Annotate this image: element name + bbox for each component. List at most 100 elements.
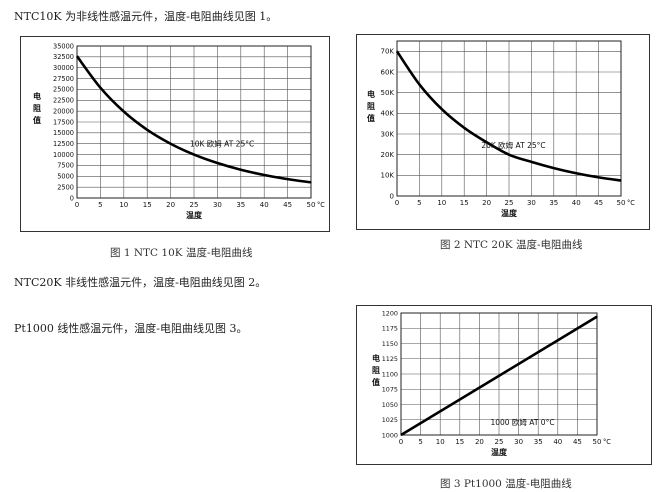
y-tick-label: 7500 xyxy=(57,162,74,170)
data-point xyxy=(441,108,443,110)
chart-annotation: 10K 欧姆 AT 25°C xyxy=(190,138,254,148)
y-tick-label: 70K xyxy=(381,48,395,56)
y-tick-label: 1175 xyxy=(382,325,398,333)
figure-2-caption: 图 2 NTC 20K 温度-电阻曲线 xyxy=(440,239,583,251)
data-point xyxy=(99,87,101,89)
data-point xyxy=(193,153,195,156)
data-point xyxy=(418,83,420,85)
y-axis-title: 电阻值 xyxy=(372,353,380,387)
x-tick-label: 15 xyxy=(460,199,469,207)
x-tick-label: 35 xyxy=(236,201,245,209)
figure-2-ntc20k-chart: 0 5 10 15 20 25 30 35 40 45 50 °C 0 10K 20K 30K 40K 50K 60… xyxy=(356,34,650,230)
chart-1-svg: 0 5 10 15 20 25 30 35 40 45 50 °C 0 2500 5000 7500 10000… xyxy=(33,42,325,220)
x-tick-label: 30 xyxy=(527,199,536,207)
y-tick-label: 10000 xyxy=(53,151,74,159)
data-point xyxy=(553,167,555,169)
x-axis-unit: °C xyxy=(627,199,635,207)
y-tick-label: 22500 xyxy=(53,97,74,105)
y-tick-label: 0 xyxy=(70,194,74,202)
x-tick-label: 40 xyxy=(572,199,581,207)
x-tick-label: 5 xyxy=(417,199,421,207)
data-point xyxy=(263,174,265,176)
y-tick-label: 1025 xyxy=(382,416,398,424)
y-tick-label: 12500 xyxy=(53,140,74,148)
x-axis-unit: °C xyxy=(317,201,325,209)
x-tick-label: 45 xyxy=(573,438,582,446)
data-point xyxy=(598,176,600,178)
chart-annotation: 20K 欧姆 AT 25°C xyxy=(481,140,545,150)
x-tick-label: 10 xyxy=(437,199,446,207)
x-tick-label: 25 xyxy=(505,199,514,207)
x-tick-label: 0 xyxy=(399,438,403,446)
x-tick-label: 15 xyxy=(143,201,152,209)
plot-frame xyxy=(396,40,622,197)
x-axis-title: 温度 xyxy=(186,210,203,220)
x-tick-label: 20 xyxy=(482,199,491,207)
x-tick-label: 35 xyxy=(549,199,558,207)
x-tick-label: 30 xyxy=(514,438,523,446)
x-tick-label: 15 xyxy=(455,438,464,446)
y-tick-label: 10K xyxy=(381,172,395,180)
y-tick-label: 40K xyxy=(381,110,395,118)
y-tick-label: 35000 xyxy=(53,42,74,50)
series-line xyxy=(400,315,598,437)
y-tick-label: 17500 xyxy=(53,118,74,126)
figure-1-ntc10k-chart: 0 5 10 15 20 25 30 35 40 45 50 °C 0 2500 5000 7500 10000… xyxy=(20,36,330,232)
data-point xyxy=(620,179,622,182)
x-axis-unit: °C xyxy=(603,438,611,446)
paragraph-ntc10k: NTC10K 为非线性感温元件，温度-电阻曲线见图 1。 xyxy=(14,10,278,23)
data-point xyxy=(76,55,78,57)
plot-frame xyxy=(76,45,312,199)
x-tick-label: 40 xyxy=(260,201,269,209)
data-point xyxy=(530,161,532,163)
y-tick-label: 30K xyxy=(381,130,395,138)
x-axis-title: 温度 xyxy=(491,447,508,457)
paragraph-pt1000: Pt1000 线性感温元件，温度-电阻曲线见图 3。 xyxy=(14,322,248,335)
y-tick-label: 20000 xyxy=(53,107,74,115)
y-tick-label: 25000 xyxy=(53,86,74,94)
y-tick-label: 15000 xyxy=(53,129,74,137)
data-point xyxy=(310,181,312,183)
y-tick-label: 5000 xyxy=(57,173,74,181)
x-tick-label: 45 xyxy=(594,199,603,207)
x-tick-label: 50 xyxy=(593,438,602,446)
figure-3-pt1000-chart: 0 5 10 15 20 25 30 35 40 45 50 °C 1000 1025 1050 1075 11… xyxy=(356,305,652,465)
y-tick-label: 2500 xyxy=(57,183,74,191)
figure-3-caption: 图 3 Pt1000 温度-电阻曲线 xyxy=(440,478,572,490)
data-point xyxy=(486,141,488,143)
data-point xyxy=(287,178,289,180)
y-tick-label: 60K xyxy=(381,68,395,76)
figure-1-caption: 图 1 NTC 10K 温度-电阻曲线 xyxy=(110,247,253,259)
x-tick-label: 50 xyxy=(307,201,316,209)
y-tick-label: 30000 xyxy=(53,64,74,72)
y-tick-label: 1125 xyxy=(382,355,398,363)
x-tick-label: 5 xyxy=(418,438,422,446)
x-tick-label: 20 xyxy=(475,438,484,446)
x-tick-label: 5 xyxy=(98,201,102,209)
paragraph-ntc20k: NTC20K 非线性感温元件，温度-电阻曲线见图 2。 xyxy=(14,276,267,289)
x-tick-label: 30 xyxy=(213,201,222,209)
data-point xyxy=(400,434,402,436)
data-point xyxy=(240,169,242,171)
data-point xyxy=(396,50,398,52)
data-point xyxy=(216,162,218,164)
chart-annotation: 1000 欧姆 AT 0°C xyxy=(490,417,554,427)
x-tick-label: 25 xyxy=(495,438,504,446)
y-tick-label: 1000 xyxy=(382,431,398,439)
x-tick-label: 45 xyxy=(283,201,292,209)
data-point xyxy=(508,154,510,156)
x-tick-label: 0 xyxy=(395,199,399,207)
x-tick-label: 20 xyxy=(166,201,175,209)
x-tick-label: 35 xyxy=(534,438,543,446)
y-tick-label: 1050 xyxy=(382,401,398,409)
y-tick-label: 0 xyxy=(390,192,394,200)
x-tick-label: 25 xyxy=(190,201,199,209)
data-point xyxy=(146,129,148,131)
y-tick-label: 1200 xyxy=(382,309,398,317)
x-tick-label: 40 xyxy=(553,438,562,446)
y-tick-label: 1075 xyxy=(382,386,398,394)
y-tick-label: 50K xyxy=(381,89,395,97)
chart-3-svg: 0 5 10 15 20 25 30 35 40 45 50 °C 1000 1025 1050 1075 11… xyxy=(372,309,611,457)
plot-frame xyxy=(400,312,598,436)
y-tick-label: 1100 xyxy=(382,370,398,378)
